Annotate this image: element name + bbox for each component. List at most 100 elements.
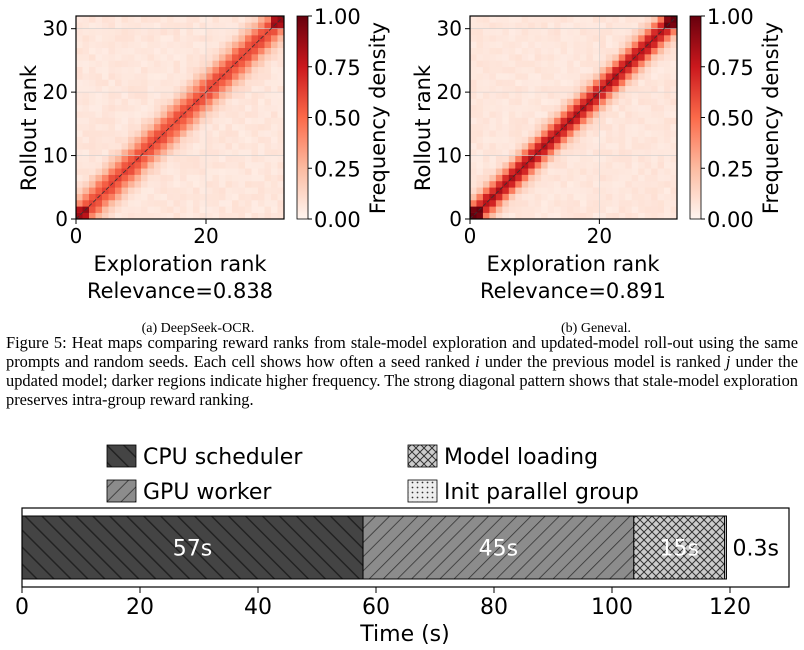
heatmap-cell	[482, 180, 490, 188]
heatmap-cell	[180, 16, 187, 23]
heatmap-cell	[579, 66, 587, 74]
heatmap-cell	[212, 16, 220, 23]
heatmap-cell	[154, 149, 161, 156]
heatmap-cell	[238, 79, 246, 87]
heatmap-cell	[82, 54, 90, 61]
heatmap-cell	[547, 22, 555, 29]
heatmap-cell	[567, 161, 574, 169]
heatmap-cell	[508, 199, 516, 207]
heatmap-cell	[238, 73, 246, 80]
heatmap-cell	[495, 149, 503, 156]
heatmap-cell	[586, 149, 594, 156]
heatmap-cell	[547, 130, 555, 137]
heatmap-cell	[258, 85, 265, 93]
heatmap-cell	[541, 117, 548, 125]
heatmap-cell	[277, 155, 285, 163]
heatmap-cell	[134, 16, 142, 23]
heatmap-cell	[508, 155, 516, 163]
heatmap-cell	[554, 92, 561, 99]
heatmap-cell	[225, 212, 233, 220]
heatmap-cell	[76, 174, 83, 182]
heatmap-cell	[625, 174, 633, 182]
heatmap-cell	[141, 47, 148, 55]
heatmap-cell	[115, 155, 122, 163]
heatmap-cell	[76, 98, 83, 106]
heatmap-cell	[495, 142, 503, 150]
heatmap-cell	[173, 66, 181, 74]
heatmap-cell	[238, 16, 246, 23]
colorbar-label-b: Frequency density	[759, 22, 783, 214]
heatmap-cell	[476, 111, 484, 118]
heatmap-cell	[534, 130, 542, 137]
heatmap-cell	[508, 73, 516, 80]
heatmap-cell	[638, 174, 645, 182]
heatmap-cell	[631, 155, 639, 163]
heatmap-cell	[154, 41, 161, 49]
heatmap-cell	[625, 66, 633, 74]
heatmap-cell	[186, 174, 194, 182]
heatmap-cell	[508, 187, 516, 194]
heatmap-cell	[76, 85, 83, 93]
heatmap-cell	[167, 92, 174, 99]
heatmap-cell	[251, 187, 259, 194]
colorbar-label-a: Frequency density	[366, 22, 390, 214]
heatmap-cell	[592, 142, 600, 150]
heatmap-cell	[534, 168, 542, 175]
heatmap-cell	[476, 22, 484, 29]
heatmap-cell	[134, 130, 142, 137]
heatmap-cell	[625, 98, 633, 106]
heatmap-cell	[264, 149, 272, 156]
heatmap-cell	[657, 73, 665, 80]
heatmap-cell	[482, 149, 490, 156]
heatmap-cell	[470, 187, 477, 194]
heatmap-cell	[186, 60, 194, 68]
heatmap-cell	[508, 130, 516, 137]
heatmap-cell	[612, 206, 620, 213]
heatmap-cell	[476, 187, 484, 194]
heatmap-cell	[277, 193, 285, 201]
heatmap-cell	[180, 111, 187, 118]
heatmap-cell	[89, 79, 96, 87]
heatmap-cell	[128, 187, 135, 194]
timeline-x-tick-label: 60	[362, 595, 390, 620]
heatmap-cell	[502, 22, 510, 29]
heatmap-cell	[599, 187, 607, 194]
heatmap-cell	[618, 28, 626, 36]
heatmap-cell	[251, 193, 259, 201]
heatmap-cell	[186, 149, 194, 156]
heatmap-cell	[121, 187, 129, 194]
heatmap-cell	[245, 104, 252, 112]
heatmap-cell	[579, 16, 587, 23]
caption-text-run: under the updated model; darker regions …	[6, 352, 799, 409]
heatmap-cell	[664, 28, 671, 36]
heatmap-cell	[245, 136, 252, 144]
timeline-x-axis-label: Time (s)	[359, 622, 449, 647]
heatmap-cell	[521, 199, 529, 207]
heatmap-cell	[560, 111, 568, 118]
heatmap-cell	[238, 193, 246, 201]
heatmap-cell	[128, 136, 135, 144]
heatmap-cell	[521, 161, 529, 169]
heatmap-cell	[212, 187, 220, 194]
heatmap-cell	[625, 117, 633, 125]
heatmap-cell	[495, 168, 503, 175]
heatmap-cell	[644, 180, 652, 188]
heatmap-cell	[232, 117, 239, 125]
heatmap-cell	[134, 28, 142, 36]
heatmap-cell	[495, 47, 503, 55]
heatmap-cell	[245, 35, 252, 42]
heatmap-cell	[277, 174, 285, 182]
heatmap-cell	[95, 117, 103, 125]
heatmap-cell	[567, 180, 574, 188]
heatmap-cell	[206, 161, 213, 169]
heatmap-cell	[115, 79, 122, 87]
heatmap-cell	[567, 92, 574, 99]
heatmap-cell	[108, 28, 116, 36]
heatmap-cell	[180, 142, 187, 150]
heatmap-cell	[586, 161, 594, 169]
heatmap-cell	[470, 79, 477, 87]
stacked-bars: 57s 45s 15s 0.3s	[21, 515, 779, 580]
heatmap-cell	[541, 199, 548, 207]
heatmap-cell	[515, 161, 523, 169]
heatmap-cell	[541, 155, 548, 163]
